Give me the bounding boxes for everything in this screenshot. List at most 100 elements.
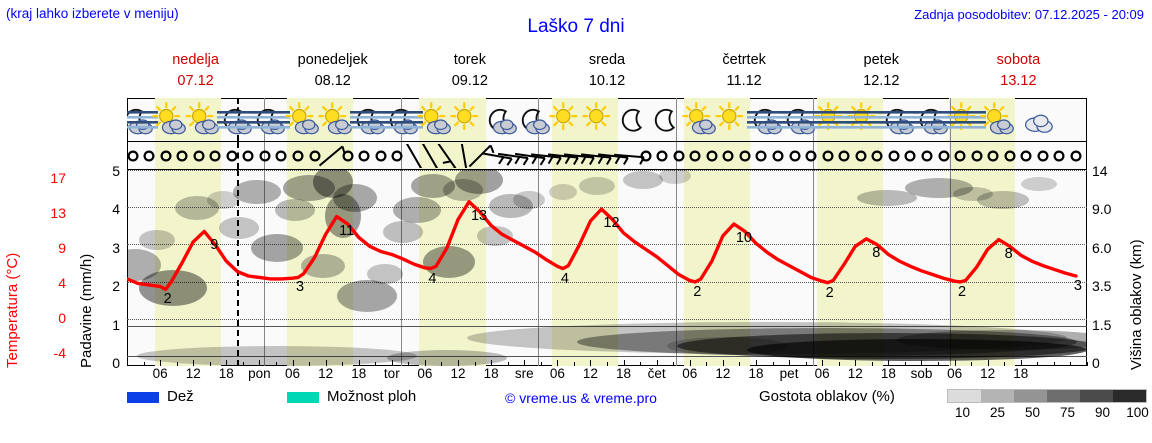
calm-wind-icon <box>1009 144 1043 168</box>
time-minor-mark <box>375 362 377 366</box>
time-minor-mark <box>805 362 807 366</box>
calm-wind-icon <box>165 144 199 168</box>
wind-barb-icon <box>596 144 630 168</box>
time-minor-mark <box>226 362 228 366</box>
fog-bars-icon <box>813 110 854 130</box>
calm-wind-icon <box>976 144 1010 168</box>
weather-icon-strip <box>127 98 1087 142</box>
time-minor-mark <box>358 362 360 366</box>
calm-wind-icon <box>629 144 663 168</box>
sun-icon <box>549 100 587 138</box>
current-time-marker <box>237 170 240 366</box>
daylight-band <box>816 142 883 169</box>
time-minor-mark <box>1053 362 1055 366</box>
temperature-tick: 0 <box>58 310 66 326</box>
time-minor-mark <box>938 362 940 366</box>
time-minor-mark <box>888 362 890 366</box>
time-tick: 18 <box>1013 366 1029 381</box>
time-tick: 12 <box>715 366 731 381</box>
time-minor-mark <box>143 362 145 366</box>
calm-wind-icon <box>380 144 414 168</box>
time-axis: 06 12 18 pon 06 12 18 tor 06 12 18 sre 06 12 18 čet 06 12… <box>127 360 1088 388</box>
time-minor-mark <box>1037 362 1039 366</box>
cloud-density-step <box>1014 390 1047 402</box>
calm-wind-icon <box>231 144 265 168</box>
daylight-band <box>154 142 221 169</box>
cloudheight-tick: 6.0 <box>1092 239 1112 256</box>
daylight-band <box>949 170 1016 366</box>
day-header-6: petek 12.12 <box>813 50 950 94</box>
day-name: nedelja <box>172 52 219 68</box>
time-tick: čet <box>647 366 666 381</box>
time-minor-mark <box>540 362 542 366</box>
calm-wind-icon <box>662 144 696 168</box>
time-minor-mark <box>160 362 162 366</box>
time-minor-mark <box>391 362 393 366</box>
time-tick: 12 <box>185 366 201 381</box>
time-minor-mark <box>458 362 460 366</box>
page-title: Laško 7 dni <box>527 16 625 37</box>
time-tick: sob <box>910 366 933 381</box>
temperature-cloud-graph: 2 9 3 11 4 13 4 12 2 10 2 8 2 8 3 <box>127 170 1087 366</box>
time-minor-mark <box>424 362 426 366</box>
cloud-density-tick: 10 <box>954 405 971 420</box>
temperature-point-label: 2 <box>693 283 702 300</box>
zero-line <box>127 326 1087 327</box>
time-tick: 12 <box>980 366 996 381</box>
time-tick: 06 <box>682 366 698 381</box>
day-separator <box>538 170 540 366</box>
temperature-point-label: 8 <box>1004 245 1013 262</box>
time-minor-mark <box>1004 362 1006 366</box>
fog-bars-icon <box>382 110 423 130</box>
time-minor-mark <box>904 362 906 366</box>
time-minor-mark <box>507 362 509 366</box>
showers-swatch <box>287 391 319 403</box>
wind-barb-icon <box>430 144 464 168</box>
time-minor-mark <box>673 362 675 366</box>
time-minor-mark <box>822 362 824 366</box>
precipitation-tick: 5 <box>112 163 120 179</box>
day-separator <box>812 98 814 141</box>
cloud-density-step <box>948 390 981 402</box>
time-tick: tor <box>383 366 400 381</box>
cloud-icon <box>1018 100 1056 138</box>
temperature-point-label: 4 <box>428 270 437 287</box>
copyright-link[interactable]: © vreme.us & vreme.pro <box>505 390 657 406</box>
time-minor-mark <box>325 362 327 366</box>
time-tick: 18 <box>218 366 234 381</box>
calm-wind-icon <box>1059 144 1087 168</box>
temperature-point-label: 11 <box>339 222 355 239</box>
temperature-tick: 13 <box>50 205 66 221</box>
legend-showers: Možnost ploh <box>287 388 416 405</box>
time-minor-mark <box>772 362 774 366</box>
temperature-line <box>127 200 1078 292</box>
sun-icon <box>582 100 620 138</box>
time-minor-mark <box>590 362 592 366</box>
calm-wind-icon <box>711 144 745 168</box>
cloud-density-step <box>1047 390 1080 402</box>
daylight-band <box>154 170 221 366</box>
time-tick: 12 <box>582 366 598 381</box>
sun-cloud-icon <box>417 100 455 138</box>
temperature-point-label: 8 <box>872 244 881 261</box>
calm-wind-icon <box>364 144 398 168</box>
precipitation-tick: 4 <box>112 201 120 218</box>
day-date: 13.12 <box>1000 73 1037 89</box>
calm-wind-icon <box>347 144 381 168</box>
time-tick: sre <box>514 366 534 381</box>
calm-wind-icon <box>827 144 861 168</box>
wind-barb-icon <box>546 144 580 168</box>
time-minor-mark <box>971 362 973 366</box>
time-minor-mark <box>623 362 625 366</box>
fog-bars-icon <box>250 110 291 130</box>
cloud-density-step <box>981 390 1014 402</box>
legend: Dež Možnost ploh © vreme.us & vreme.pro … <box>127 388 1152 428</box>
daylight-band <box>949 142 1016 169</box>
gridline <box>127 207 1087 209</box>
sun-cloud-icon <box>682 100 720 138</box>
day-header-7: sobota 13.12 <box>950 50 1087 94</box>
wind-barb-icon <box>463 144 497 168</box>
cloud-density-ticks: 10 25 50 75 90 100 <box>945 405 1152 420</box>
time-minor-mark <box>855 362 857 366</box>
day-separator <box>812 142 814 169</box>
